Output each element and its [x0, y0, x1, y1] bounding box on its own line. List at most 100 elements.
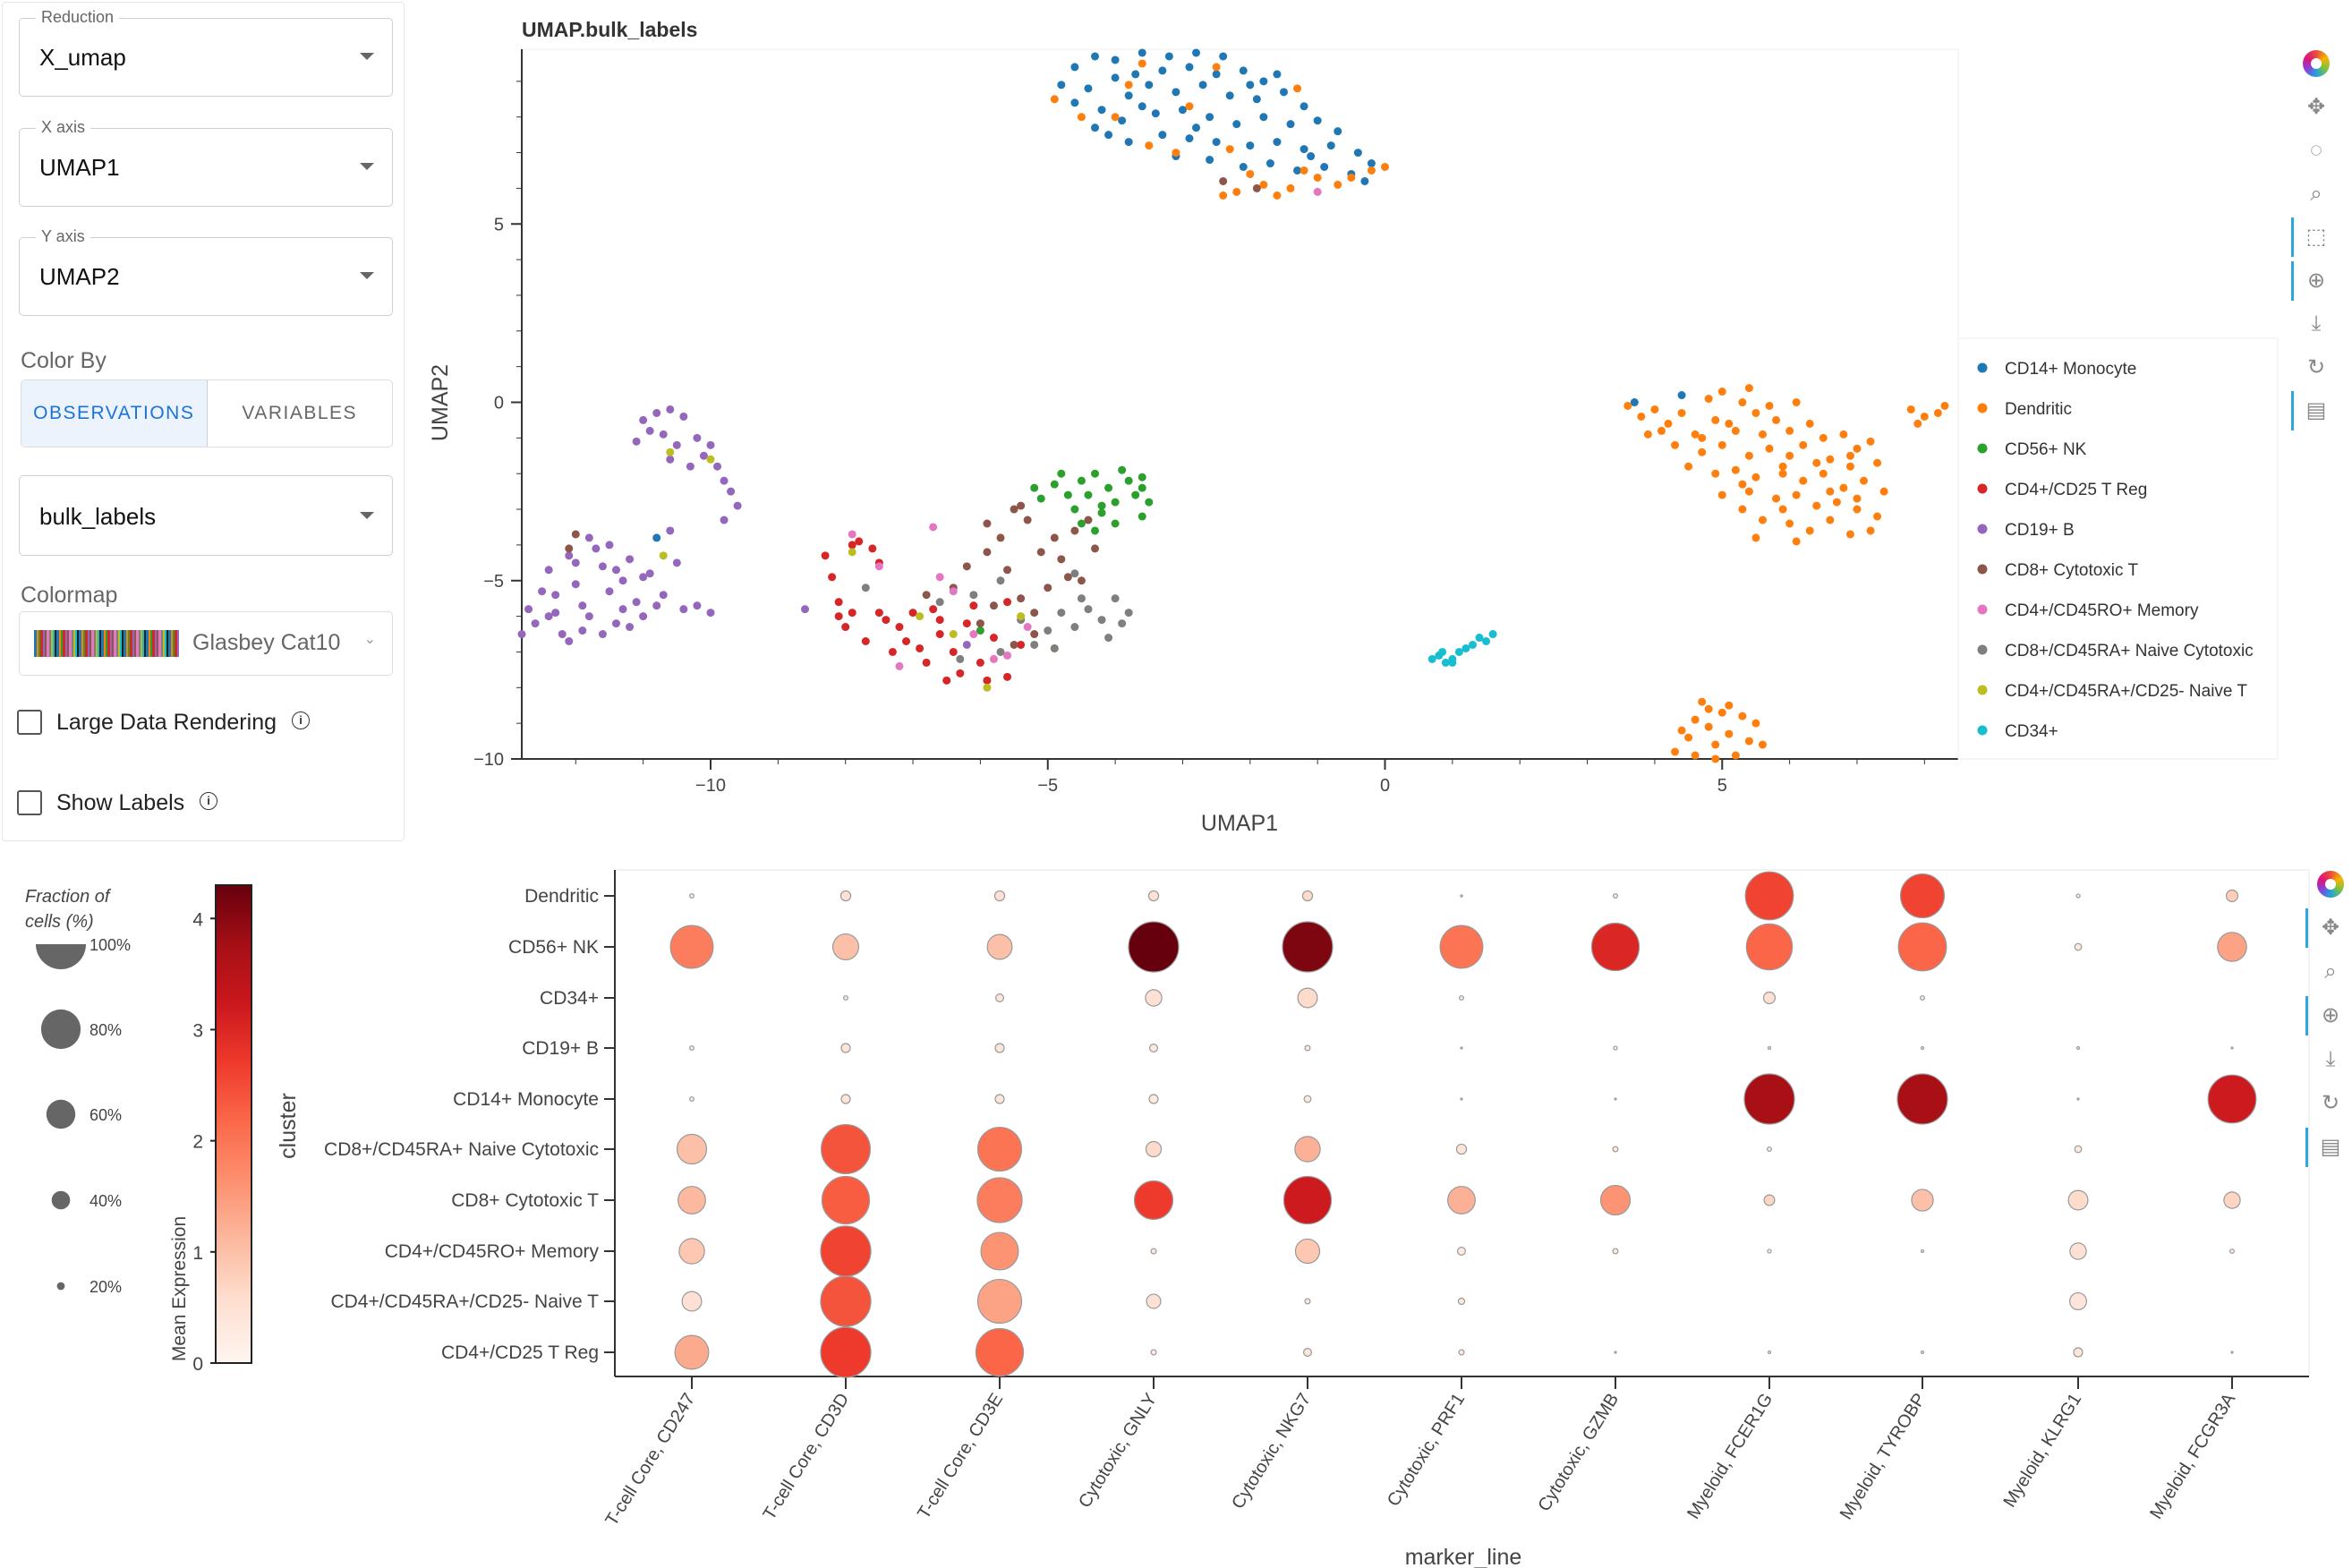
scatter-point[interactable]	[1232, 120, 1241, 129]
scatter-point[interactable]	[1090, 469, 1099, 478]
scatter-point[interactable]	[1111, 594, 1120, 603]
dot[interactable]	[840, 1094, 851, 1104]
scatter-point[interactable]	[868, 544, 877, 553]
scatter-point[interactable]	[666, 455, 675, 464]
scatter-point[interactable]	[1691, 430, 1700, 439]
scatter-point[interactable]	[1326, 141, 1335, 150]
scatter-point[interactable]	[1057, 555, 1066, 564]
scatter-point[interactable]	[1118, 465, 1127, 474]
scatter-point[interactable]	[1427, 654, 1436, 663]
dot[interactable]	[994, 993, 1004, 1002]
dot[interactable]	[1613, 1045, 1618, 1051]
scatter-point[interactable]	[1698, 447, 1707, 456]
scatter-point[interactable]	[578, 626, 587, 635]
legend-item[interactable]: CD8+ Cytotoxic T	[2005, 561, 2138, 580]
colormap-select[interactable]: Glasbey Cat10 ⌄	[19, 611, 393, 676]
pan-icon[interactable]: ✥	[2306, 94, 2326, 119]
scatter-point[interactable]	[584, 612, 593, 621]
scatter-point[interactable]	[720, 476, 729, 485]
scatter-point[interactable]	[1030, 483, 1039, 492]
scatter-point[interactable]	[652, 533, 661, 542]
legend-item[interactable]: CD19+ B	[2005, 521, 2075, 540]
scatter-point[interactable]	[1124, 476, 1133, 485]
scatter-point[interactable]	[1084, 84, 1093, 93]
scatter-point[interactable]	[1334, 180, 1342, 189]
scatter-point[interactable]	[565, 636, 574, 645]
reset-icon[interactable]: ↻	[2321, 1091, 2340, 1115]
scatter-point[interactable]	[1812, 501, 1821, 510]
scatter-point[interactable]	[1192, 48, 1201, 57]
scatter-point[interactable]	[1259, 113, 1268, 122]
scatter-point[interactable]	[1717, 708, 1726, 717]
scatter-point[interactable]	[1070, 569, 1079, 578]
dot[interactable]	[820, 1225, 872, 1277]
scatter-point[interactable]	[1017, 640, 1026, 649]
scatter-point[interactable]	[1778, 505, 1787, 514]
dot[interactable]	[993, 890, 1006, 902]
scatter-point[interactable]	[686, 462, 695, 471]
scatter-point[interactable]	[1799, 476, 1808, 485]
dot[interactable]	[1439, 925, 1484, 969]
dot[interactable]	[975, 1327, 1025, 1377]
scatter-point[interactable]	[1698, 697, 1707, 706]
scatter-point[interactable]	[1738, 480, 1747, 489]
scatter-point[interactable]	[1792, 537, 1801, 546]
scatter-point[interactable]	[1866, 526, 1875, 535]
dot[interactable]	[1599, 1184, 1632, 1216]
box-select-icon[interactable]: ⬚	[2305, 225, 2327, 249]
scatter-point[interactable]	[679, 605, 688, 614]
scatter-point[interactable]	[1300, 102, 1308, 111]
dot[interactable]	[843, 995, 848, 1001]
scatter-point[interactable]	[1313, 173, 1322, 182]
scatter-point[interactable]	[1246, 141, 1255, 150]
scatter-point[interactable]	[1239, 163, 1248, 172]
scatter-point[interactable]	[861, 584, 870, 592]
dot[interactable]	[2073, 1347, 2084, 1358]
scatter-point[interactable]	[565, 544, 574, 553]
scatter-point[interactable]	[1482, 636, 1491, 645]
scatter-point[interactable]	[1731, 426, 1740, 435]
scatter-point[interactable]	[1725, 729, 1734, 738]
scatter-point[interactable]	[1367, 159, 1376, 168]
scatter-point[interactable]	[693, 433, 702, 442]
dot[interactable]	[689, 1096, 695, 1102]
scatter-point[interactable]	[1751, 533, 1760, 542]
scatter-point[interactable]	[976, 619, 984, 628]
scatter-point[interactable]	[551, 609, 560, 618]
scatter-point[interactable]	[1853, 505, 1862, 514]
scatter-point[interactable]	[626, 623, 635, 632]
dot[interactable]	[1133, 1180, 1174, 1221]
wheel-zoom-icon[interactable]: ⊕	[2321, 1003, 2340, 1027]
dot[interactable]	[1763, 1194, 1776, 1206]
scatter-point[interactable]	[1711, 754, 1720, 763]
scatter-point[interactable]	[882, 616, 891, 625]
scatter-point[interactable]	[1441, 658, 1450, 667]
dot[interactable]	[1455, 1143, 1468, 1155]
dot[interactable]	[1460, 894, 1463, 898]
scatter-point[interactable]	[1717, 388, 1726, 396]
scatter-point[interactable]	[578, 601, 587, 610]
dot[interactable]	[1145, 1140, 1163, 1158]
dot[interactable]	[1282, 921, 1334, 973]
scatter-point[interactable]	[1744, 384, 1753, 393]
scatter-point[interactable]	[1826, 516, 1835, 524]
scatter-point[interactable]	[1738, 505, 1747, 514]
scatter-point[interactable]	[1637, 412, 1646, 421]
scatter-point[interactable]	[611, 566, 620, 575]
scatter-point[interactable]	[1252, 95, 1261, 104]
scatter-point[interactable]	[659, 591, 668, 600]
scatter-point[interactable]	[1003, 672, 1012, 681]
dot[interactable]	[821, 1175, 871, 1225]
scatter-point[interactable]	[1751, 408, 1760, 417]
scatter-point[interactable]	[834, 598, 843, 607]
scatter-point[interactable]	[639, 415, 648, 424]
scatter-point[interactable]	[935, 616, 944, 625]
scatter-point[interactable]	[1293, 166, 1302, 175]
scatter-point[interactable]	[1698, 433, 1707, 442]
scatter-point[interactable]	[1050, 95, 1059, 104]
scatter-point[interactable]	[1725, 701, 1734, 710]
scatter-point[interactable]	[1454, 647, 1463, 656]
dot[interactable]	[669, 925, 714, 969]
scatter-point[interactable]	[1090, 124, 1099, 132]
scatter-point[interactable]	[1933, 408, 1942, 417]
